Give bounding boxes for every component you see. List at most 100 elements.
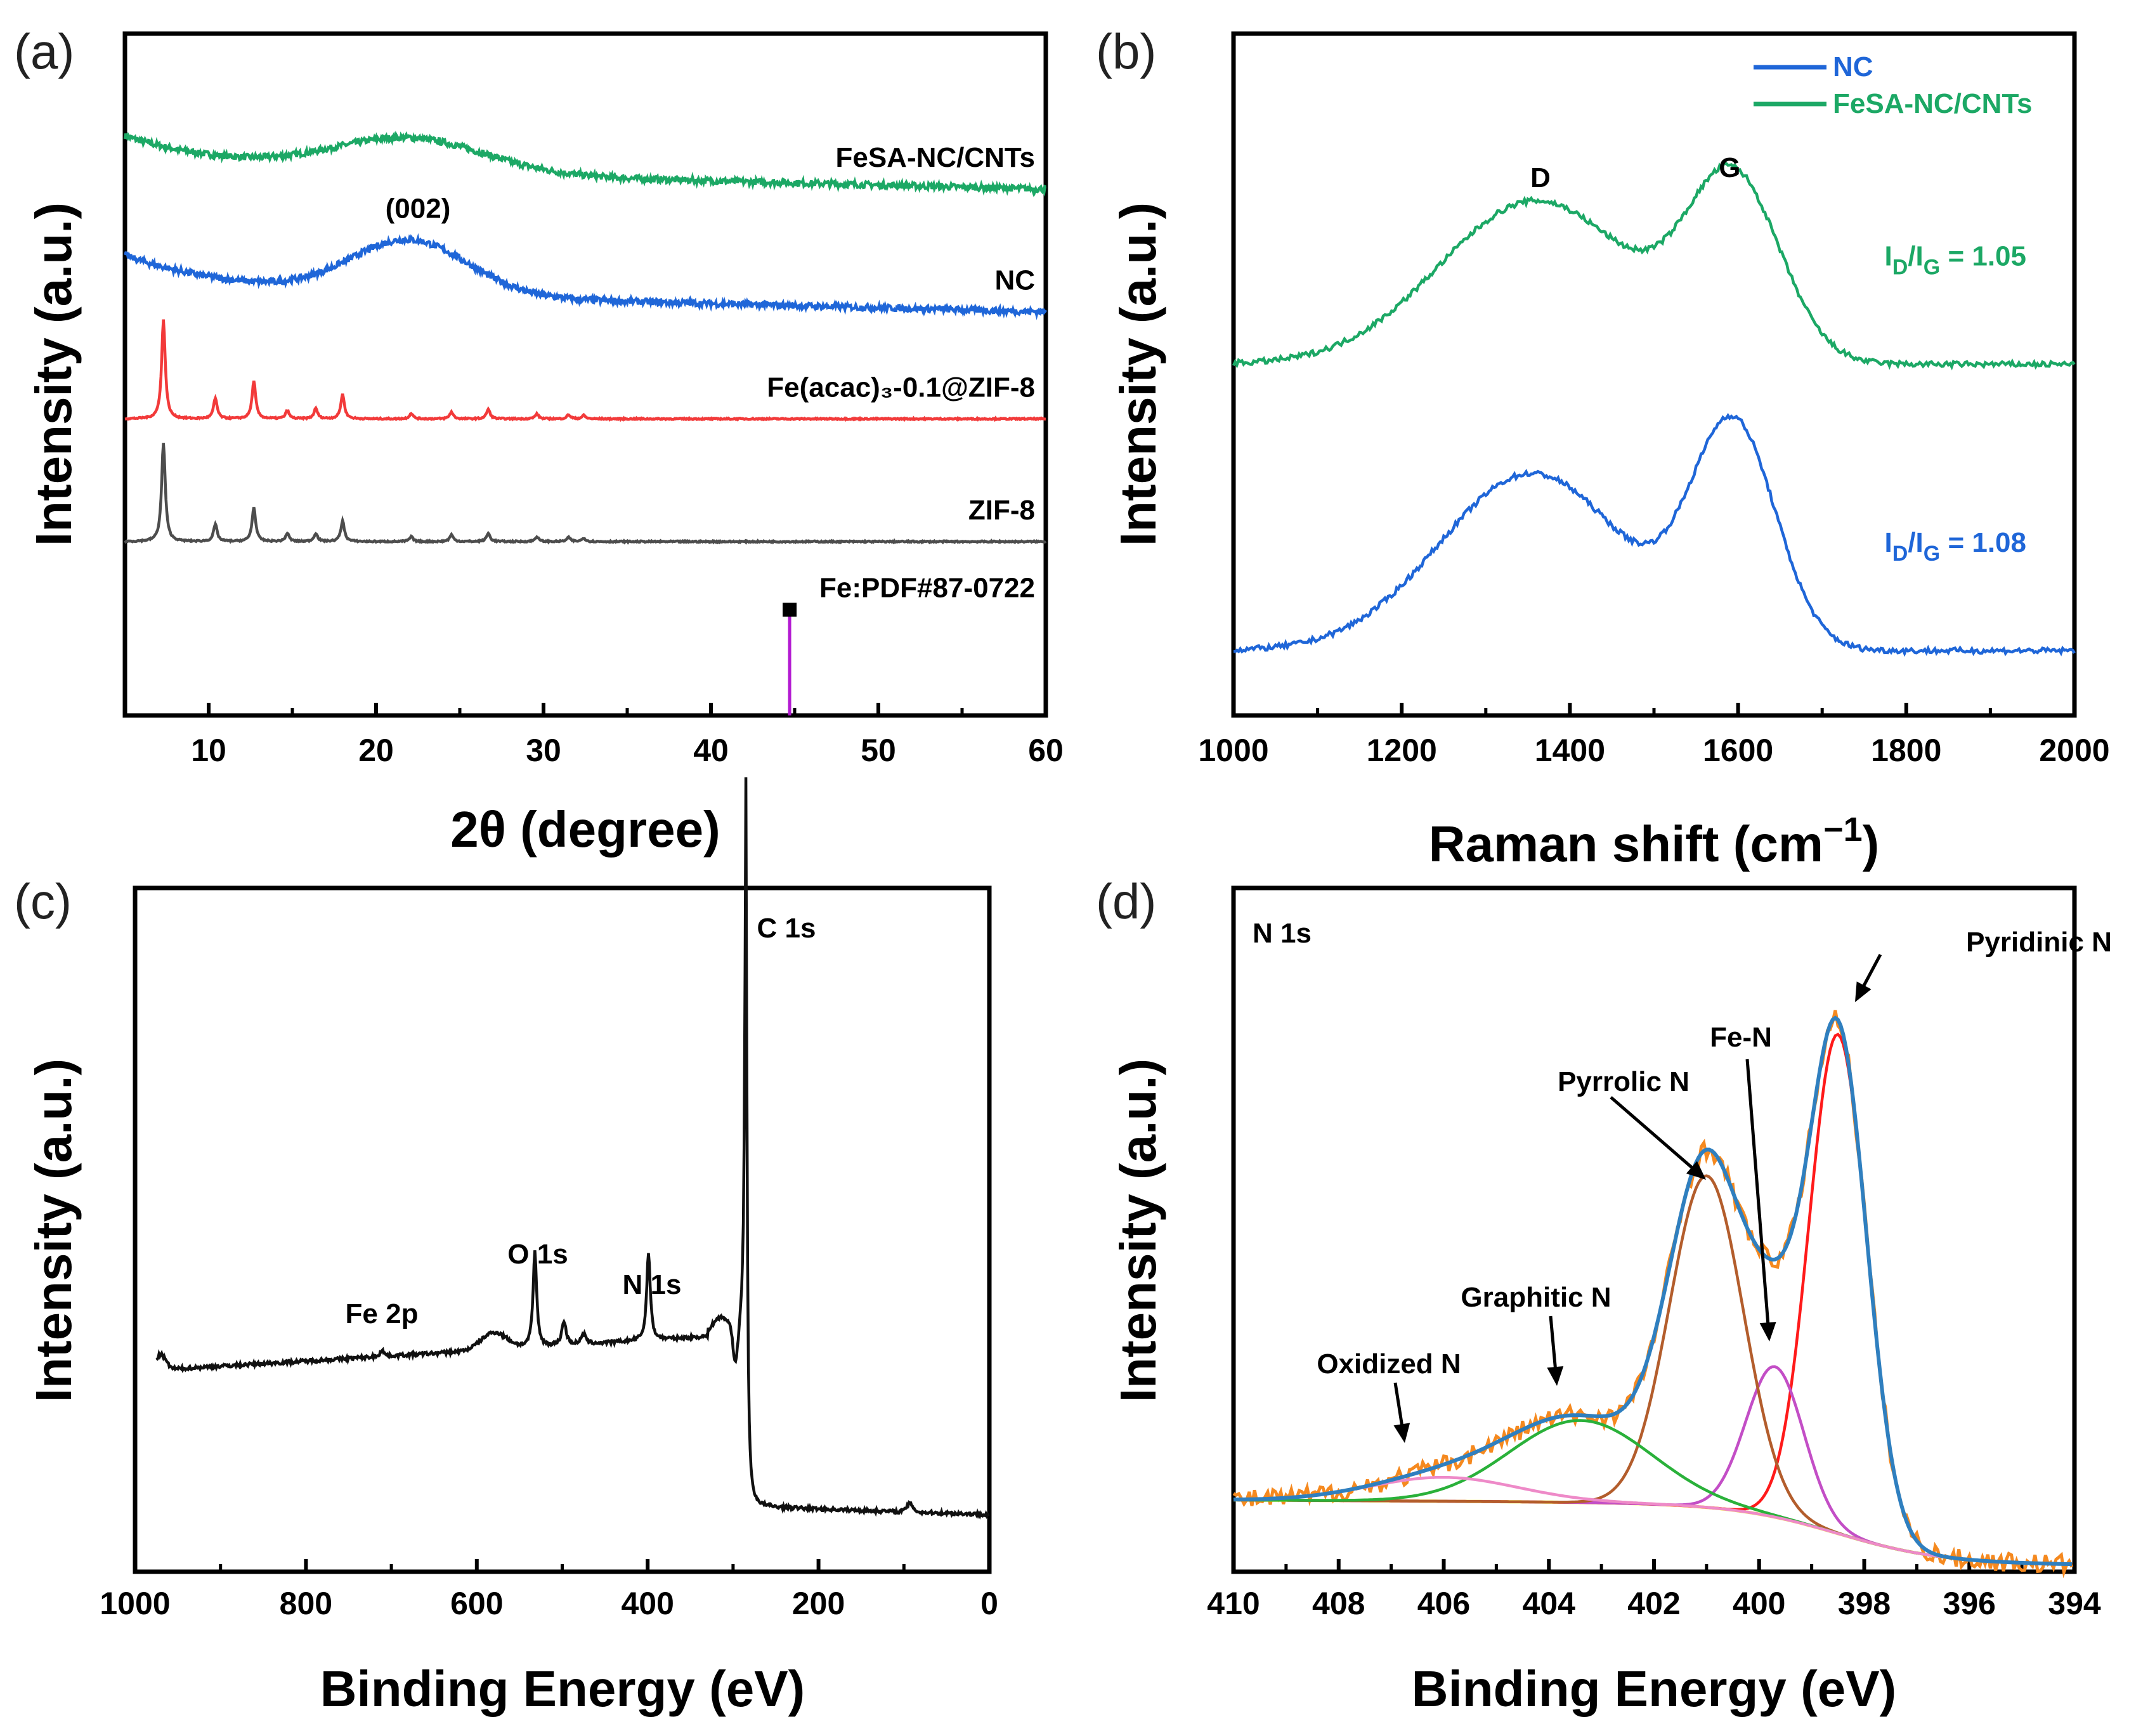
panel-c-peak-label: O 1s bbox=[507, 1239, 568, 1270]
panel-a-tick-label: 60 bbox=[1028, 733, 1064, 768]
panel-a-tick-label: 50 bbox=[861, 733, 896, 768]
panel-c-frame bbox=[133, 885, 992, 1574]
panel-c-series-survey bbox=[155, 777, 990, 1520]
panel-b-ratio-part: D bbox=[1892, 256, 1908, 280]
panel-d-arrow-shaft bbox=[1610, 1096, 1701, 1175]
panel-d-frame bbox=[1231, 885, 2077, 1574]
panel-d-arrow-shaft bbox=[1549, 1315, 1558, 1378]
panel-c-series bbox=[155, 777, 990, 1520]
panel-d-xlabel: Binding Energy (eV) bbox=[1412, 1661, 1897, 1717]
panel-d-component-pyridinic-n bbox=[1234, 1033, 2072, 1566]
panel-b-series-nc bbox=[1234, 412, 2076, 657]
panel-b-ratio-part: I bbox=[1885, 527, 1892, 558]
panel-b-ratio-part: = 1.08 bbox=[1940, 527, 2026, 558]
panel-d-component-oxidized-n bbox=[1233, 1475, 2072, 1566]
panel-c-tick-label: 1000 bbox=[100, 1586, 170, 1621]
panel-b-ylabel: Intensity (a.u.) bbox=[1110, 202, 1166, 546]
panel-b-tick-label: 1200 bbox=[1367, 733, 1437, 768]
panel-b-tick-label: 1400 bbox=[1535, 733, 1605, 768]
panel-label-c: (c) bbox=[14, 873, 72, 929]
panel-d-arrow-head bbox=[1855, 981, 1872, 1002]
panel-b-xlabel: Raman shift (cm−1) bbox=[1429, 811, 1880, 872]
panel-c-peak-labels: C 1s O 1s N 1s Fe 2p bbox=[346, 913, 816, 1329]
panel-a-series-label: Fe(acac)₃-0.1@ZIF-8 bbox=[767, 372, 1035, 403]
panel-b-xlabel-end: ) bbox=[1863, 816, 1880, 872]
panel-d-tick-label: 408 bbox=[1312, 1586, 1365, 1621]
panel-c-peak-label: Fe 2p bbox=[346, 1298, 419, 1329]
panel-b-tick-label: 1600 bbox=[1703, 733, 1773, 768]
panel-a-tick-label: 20 bbox=[358, 733, 394, 768]
panel-b-tick-label: 2000 bbox=[2039, 733, 2109, 768]
panel-d-region-label: N 1s bbox=[1253, 918, 1312, 949]
panel-d-envelope bbox=[1233, 1015, 2072, 1567]
panel-b-ratio-part: /I bbox=[1908, 241, 1923, 272]
panel-d-tick-label: 400 bbox=[1733, 1586, 1785, 1621]
panel-b: 1000 1200 1400 1600 1800 2000 ID/IG = 1.08ID/… bbox=[1110, 31, 2110, 872]
panel-a-series-fe-acac-0-1-zif-8 bbox=[124, 319, 1046, 422]
panel-a-series-label: FeSA-NC/CNTs bbox=[835, 142, 1035, 173]
panel-c-tick-label: 200 bbox=[792, 1586, 845, 1621]
panel-c-tick-label: 0 bbox=[980, 1586, 998, 1621]
panel-b-legend-label: FeSA-NC/CNTs bbox=[1833, 88, 2033, 119]
panel-c-xlabel: Binding Energy (eV) bbox=[320, 1661, 805, 1717]
panel-d-component-graphitic-n bbox=[1234, 1419, 2072, 1566]
panel-c-ylabel: Intensity (a.u.) bbox=[25, 1059, 82, 1402]
panel-c: 1000 800 600 400 200 0 C 1s O 1s N 1s Fe 2p Bind… bbox=[25, 777, 998, 1717]
panel-c-tick-label: 600 bbox=[450, 1586, 503, 1621]
panel-c-peak-label: N 1s bbox=[623, 1269, 682, 1300]
panel-label-a: (a) bbox=[14, 23, 74, 79]
panel-a-tick-label: 40 bbox=[693, 733, 729, 768]
panel-d-component-label: Graphitic N bbox=[1461, 1282, 1611, 1313]
panel-b-band-label: G bbox=[1719, 152, 1740, 183]
panel-b-ratio-part: G bbox=[1924, 256, 1940, 280]
panel-a-reference-marker bbox=[783, 603, 797, 617]
panel-d-labels: N 1s Pyridinic N Fe-N Pyrrolic N Graphitic N… bbox=[1253, 918, 2112, 1443]
panel-a-tick-label: 10 bbox=[191, 733, 226, 768]
panel-d-tick-label: 406 bbox=[1417, 1586, 1470, 1621]
panel-d-tick-label: 398 bbox=[1838, 1586, 1891, 1621]
panel-d-component-label: Fe-N bbox=[1710, 1022, 1772, 1053]
panel-d-tick-label: 402 bbox=[1627, 1586, 1680, 1621]
panel-d-arrow-shaft bbox=[1745, 1059, 1771, 1333]
panel-c-tick-label: 800 bbox=[280, 1586, 332, 1621]
panel-a-frame bbox=[122, 31, 1048, 718]
panel-d-tick-label: 410 bbox=[1207, 1586, 1260, 1621]
panel-b-ratio-label: ID/IG = 1.08 bbox=[1885, 527, 2026, 566]
panel-b-xlabel-exponent: −1 bbox=[1823, 811, 1863, 849]
panel-b-ticks: 1000 1200 1400 1600 1800 2000 bbox=[1198, 703, 2110, 768]
panel-b-frame bbox=[1231, 31, 2077, 718]
panel-b-tick-label: 1800 bbox=[1871, 733, 1941, 768]
panel-a: 10 20 30 40 50 60 FeSA-NC/CNTs NC Fe(acac)₃-0.1… bbox=[25, 31, 1064, 858]
panel-d-series bbox=[1232, 1010, 2074, 1579]
panel-b-band-label: D bbox=[1530, 162, 1551, 193]
panel-d-tick-label: 404 bbox=[1523, 1586, 1576, 1621]
panel-b-series bbox=[1232, 162, 2076, 657]
panel-a-xlabel: 2θ (degree) bbox=[450, 801, 720, 858]
panel-b-ratio-part: G bbox=[1924, 542, 1940, 566]
panel-a-series-nc bbox=[123, 233, 1047, 320]
panel-b-ratio-part: /I bbox=[1908, 527, 1923, 558]
panel-d-component-label: Pyridinic N bbox=[1966, 927, 2112, 958]
panel-c-ticks: 1000 800 600 400 200 0 bbox=[100, 1559, 998, 1621]
panel-d-arrow-head bbox=[1393, 1423, 1410, 1443]
panel-a-ticks: 10 20 30 40 50 60 bbox=[191, 703, 1064, 768]
panel-c-tick-label: 400 bbox=[621, 1586, 674, 1621]
panel-b-ratio-part: I bbox=[1885, 241, 1892, 272]
panel-c-peak-label: C 1s bbox=[757, 913, 816, 944]
panel-b-ratio-part: D bbox=[1892, 542, 1908, 566]
panel-a-reference-label: Fe:PDF#87-0722 bbox=[819, 572, 1035, 603]
panel-a-tick-label: 30 bbox=[526, 733, 561, 768]
panel-a-series bbox=[123, 131, 1047, 715]
panel-a-series-fesa-nc-cnts bbox=[123, 131, 1046, 197]
panel-d-component-label: Oxidized N bbox=[1317, 1348, 1461, 1380]
panel-d-arrow-head bbox=[1686, 1161, 1706, 1180]
panel-b-legend-label: NC bbox=[1833, 51, 1873, 82]
panel-b-ratio-part: = 1.05 bbox=[1940, 241, 2026, 272]
panel-d-tick-label: 394 bbox=[2048, 1586, 2101, 1621]
panel-d-arrow-head bbox=[1759, 1322, 1776, 1341]
panel-a-annotation: (002) bbox=[386, 193, 451, 224]
panel-a-ylabel: Intensity (a.u.) bbox=[25, 202, 82, 546]
panel-d-tick-label: 396 bbox=[1943, 1586, 1996, 1621]
